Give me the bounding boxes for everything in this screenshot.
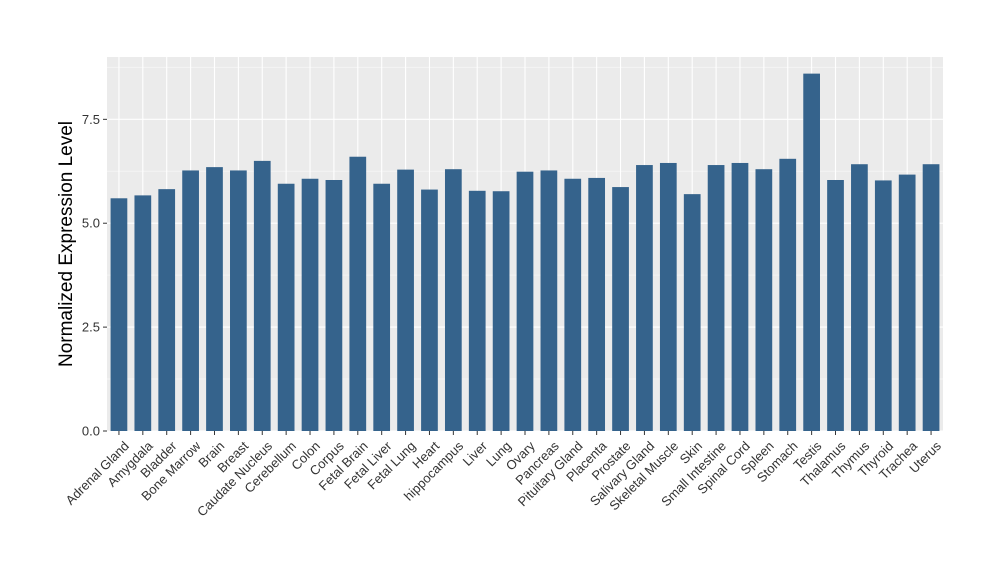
bar [731, 162, 749, 431]
y-tick-label: 7.5 [82, 112, 100, 127]
bar [301, 178, 319, 431]
bar [707, 165, 725, 432]
bar [683, 194, 701, 431]
y-tick-label: 0.0 [82, 424, 100, 439]
bar [253, 160, 271, 431]
bar [588, 177, 606, 431]
bar [516, 171, 534, 431]
bar [659, 162, 677, 431]
bar [564, 178, 582, 431]
bar [230, 170, 247, 432]
bar [636, 165, 653, 432]
bar [373, 183, 391, 431]
bar [612, 187, 629, 431]
bar [803, 73, 820, 431]
bar [468, 190, 486, 431]
bar [182, 170, 199, 432]
bar [158, 189, 176, 431]
bar [922, 164, 940, 432]
bar [779, 158, 797, 432]
bar [492, 191, 510, 431]
y-axis-title: Normalized Expression Level [56, 121, 77, 367]
bar [277, 183, 295, 431]
bar [540, 170, 558, 432]
y-tick-label: 2.5 [82, 320, 100, 335]
bar [851, 164, 868, 432]
y-tick-label: 5.0 [82, 216, 100, 231]
bar [110, 198, 128, 431]
bar [206, 167, 223, 431]
bar [874, 180, 892, 431]
x-tick-label: Liver [460, 438, 491, 469]
y-axis: 0.0 2.5 5.0 7.5 [82, 112, 107, 439]
bars [110, 73, 940, 432]
bar [827, 180, 844, 431]
bar [349, 156, 367, 431]
bar [755, 169, 773, 431]
bar [325, 180, 343, 431]
bar [421, 189, 438, 431]
bar [898, 174, 916, 431]
bar [397, 169, 414, 432]
bar [134, 195, 152, 431]
bar [444, 169, 462, 431]
